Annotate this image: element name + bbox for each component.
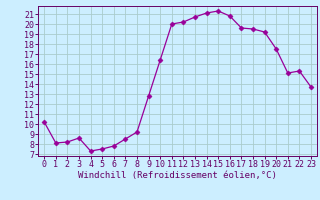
X-axis label: Windchill (Refroidissement éolien,°C): Windchill (Refroidissement éolien,°C)	[78, 171, 277, 180]
